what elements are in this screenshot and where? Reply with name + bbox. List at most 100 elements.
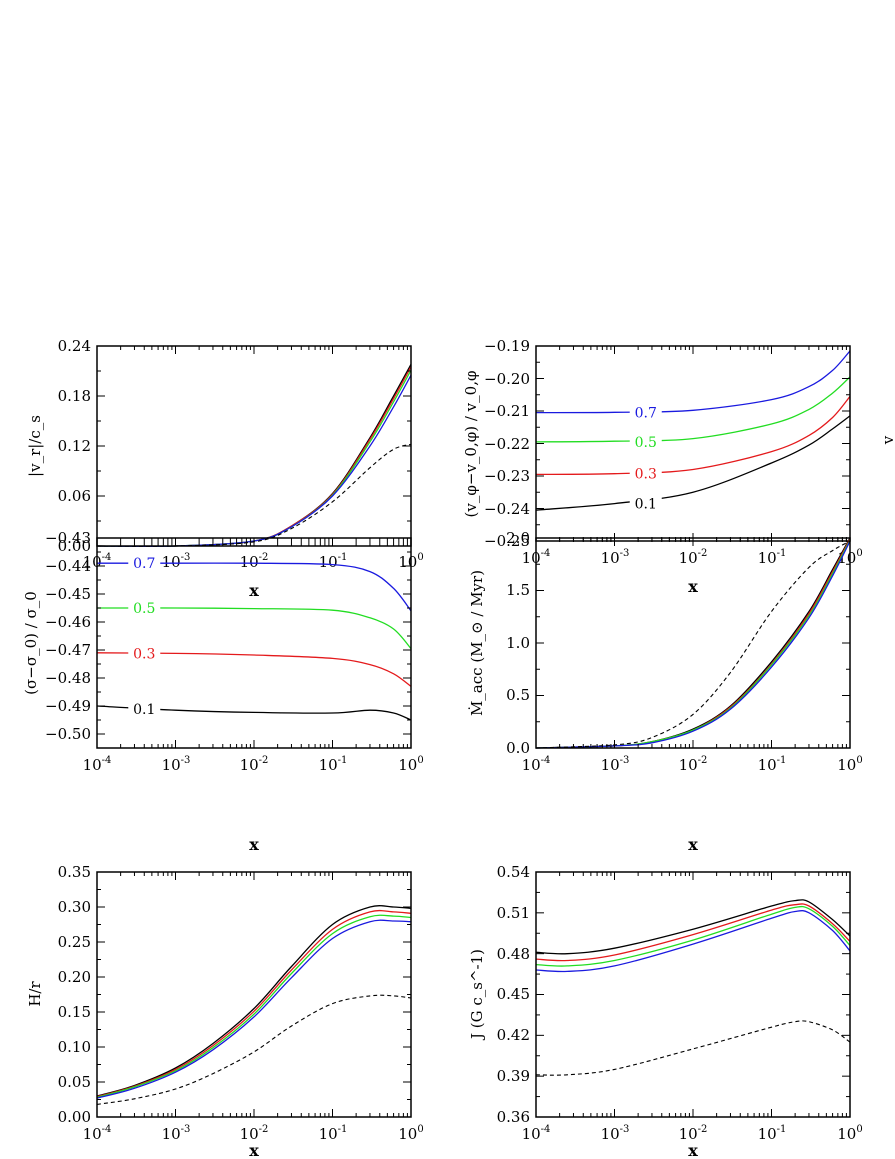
plot-lines	[96, 905, 412, 1105]
annotation-gap	[128, 645, 161, 661]
series-line-0.5	[96, 914, 412, 1099]
y-tick-label: 1.5	[506, 581, 530, 599]
curve-label-0.5: 0.5	[133, 601, 155, 617]
series-line-0.3	[535, 395, 851, 476]
annotation-gap	[629, 465, 662, 481]
y-tick-label: 0.45	[497, 985, 530, 1003]
x-tick-label: 10-1	[758, 1124, 787, 1143]
series-line-0.3	[96, 366, 412, 548]
plot-lines	[96, 562, 412, 721]
y-tick-label: 0.25	[58, 933, 91, 951]
y-tick-label: −0.19	[484, 337, 530, 355]
x-tick-label: 100	[398, 755, 423, 774]
x-tick-label: 10-3	[162, 1124, 191, 1143]
y-tick-label: −0.20	[484, 370, 530, 388]
x-axis-label: x	[688, 577, 698, 596]
series-line-0.7	[535, 350, 851, 414]
y-tick-label: −0.43	[45, 529, 91, 547]
x-axis-label: x	[249, 1141, 259, 1159]
x-tick-label: 10-3	[162, 552, 191, 571]
plot-frame	[535, 537, 851, 749]
y-tick-label: 0.10	[58, 1038, 91, 1056]
x-tick-label: 10-2	[679, 548, 708, 567]
y-tick-label: −0.50	[45, 725, 91, 743]
y-tick-label: −0.25	[484, 532, 530, 550]
y-tick-label: 0.18	[58, 387, 91, 405]
y-tick-labels: 0.36 0.39 0.42 0.45 0.48 0.51 0.54	[497, 863, 530, 1126]
y-axis-label: |v_r|/c_s	[26, 415, 44, 477]
y-tick-label: −0.46	[45, 613, 91, 631]
plot-lines	[96, 363, 412, 548]
curve-annotations: 0.7 0.5 0.3 0.1	[629, 404, 662, 513]
y-tick-labels: 0.00 0.05 0.10 0.15 0.20 0.25 0.30 0.35	[58, 863, 91, 1126]
panel-sigma: 0.7 0.5 0.3 0.1 −0.50 −0.49 −0.48 −0.47 −0.…	[22, 529, 424, 854]
y-tick-label: −0.21	[484, 402, 530, 420]
series-line-0.5	[535, 905, 851, 967]
series-line-0.3	[96, 909, 412, 1098]
plot-frame	[535, 871, 851, 1118]
y-tick-label: −0.49	[45, 697, 91, 715]
y-tick-label: −0.23	[484, 467, 530, 485]
series-line-0.3	[535, 903, 851, 962]
x-tick-label: 10-2	[679, 755, 708, 774]
y-tick-labels: 0.00 0.06 0.12 0.18 0.24	[58, 337, 91, 555]
y-tick-label: 0.42	[497, 1026, 530, 1044]
curve-label-0.7: 0.7	[635, 406, 657, 422]
x-tick-label: 10-1	[319, 552, 348, 571]
plot-frame	[96, 871, 412, 1118]
x-axis-label: x	[249, 581, 259, 600]
y-tick-label: 0.15	[58, 1003, 91, 1021]
series-line-0.1	[535, 537, 851, 749]
x-axis-label: x	[688, 835, 698, 854]
x-tick-label: 10-3	[601, 755, 630, 774]
curve-label-0.3: 0.3	[133, 646, 155, 662]
x-tick-labels: 10-4 10-3 10-2 10-1 100	[522, 1124, 863, 1143]
series-line-dashed	[535, 1020, 851, 1076]
series-line-0.3	[535, 538, 851, 749]
y-axis-label: (σ−σ_0) / σ_0	[22, 591, 40, 695]
y-tick-label: 0.06	[58, 487, 91, 505]
y-tick-label: 0.12	[58, 437, 91, 455]
y-tick-label: 2.0	[506, 529, 530, 547]
y-tick-label: −0.44	[45, 557, 91, 575]
annotation-gap	[128, 555, 161, 571]
y-tick-label: 1.0	[506, 634, 530, 652]
curve-label-0.1: 0.1	[133, 702, 155, 718]
x-tick-label: 10-1	[319, 755, 348, 774]
cropped-axis-label: v	[879, 435, 895, 445]
series-line-0.1	[96, 705, 412, 721]
annotation-gap	[128, 700, 161, 716]
y-tick-label: 0.5	[506, 686, 530, 704]
series-line-dashed	[96, 994, 412, 1105]
y-tick-label: 0.54	[497, 863, 530, 881]
x-tick-label: 10-3	[601, 548, 630, 567]
y-tick-label: 0.48	[497, 945, 530, 963]
x-axis-label: x	[249, 835, 259, 854]
x-tick-label: 10-3	[601, 1124, 630, 1143]
x-tick-label: 10-2	[240, 755, 269, 774]
curve-label-0.3: 0.3	[635, 467, 657, 483]
y-tick-label: 0.0	[506, 739, 530, 757]
y-tick-labels: −0.50 −0.49 −0.48 −0.47 −0.46 −0.45 −0.4…	[45, 529, 91, 743]
y-tick-label: 0.20	[58, 968, 91, 986]
y-tick-labels: 0.0 0.5 1.0 1.5 2.0	[506, 529, 530, 757]
series-line-0.7	[96, 919, 412, 1099]
y-tick-label: 0.51	[497, 904, 530, 922]
tick-marks	[535, 871, 851, 1118]
plot-lines	[535, 537, 851, 749]
x-tick-labels: 10-4 10-3 10-2 10-1 100	[522, 548, 863, 567]
series-line-0.5	[96, 369, 412, 548]
annotation-gap	[128, 600, 161, 615]
x-tick-labels: 10-4 10-3 10-2 10-1 100	[522, 755, 863, 774]
series-line-0.7	[535, 540, 851, 749]
curve-label-0.1: 0.1	[635, 497, 657, 513]
y-tick-label: 0.36	[497, 1108, 530, 1126]
series-line-0.5	[96, 607, 412, 650]
series-line-dashed	[96, 443, 412, 547]
y-tick-labels: −0.25 −0.24 −0.23 −0.22 −0.21 −0.20 −0.1…	[484, 337, 530, 550]
panel-mdot: 0.0 0.5 1.0 1.5 2.0 10-4 10-3 10-2 10-1 …	[468, 529, 863, 854]
y-tick-label: 0.00	[58, 537, 91, 555]
series-line-0.5	[535, 539, 851, 749]
y-tick-label: −0.24	[484, 500, 530, 518]
plot-lines	[535, 350, 851, 511]
